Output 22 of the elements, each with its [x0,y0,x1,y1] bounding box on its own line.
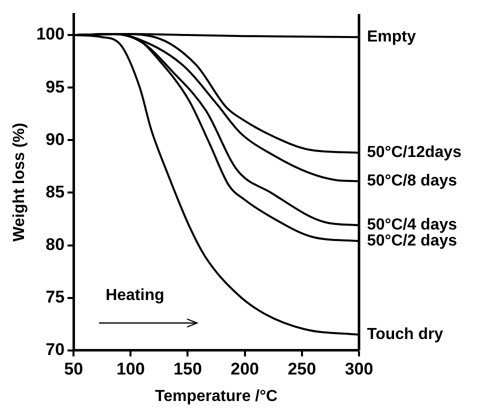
x-tick-label: 200 [230,359,260,378]
y-tick-label: 70 [46,340,65,360]
series-label: 50°C/8 days [367,172,458,190]
y-tick-label: 80 [46,234,65,254]
x-tick-label: 50 [64,359,84,378]
y-tick-label: 100 [36,24,65,44]
series-label: 50°C/12days [367,144,462,162]
y-tick-label: 95 [46,77,65,96]
annotation: Heating [106,286,164,304]
series-label: 50°C/2 days [367,232,458,250]
series-label: Empty [367,28,416,46]
x-tick-label: 300 [344,359,374,378]
series-label: Touch dry [367,326,444,344]
x-axis-title: Temperature /°C [154,388,278,405]
x-tick-label: 100 [116,359,145,378]
y-axis-title: Weight loss (%) [11,122,28,242]
x-tick-label: 250 [288,359,316,378]
x-tick-label: 150 [174,359,202,378]
y-tick-label: 90 [46,130,65,149]
y-tick-label: 85 [46,182,65,202]
y-tick-label: 75 [46,288,65,307]
series-label: 50°C/4 days [367,216,458,234]
